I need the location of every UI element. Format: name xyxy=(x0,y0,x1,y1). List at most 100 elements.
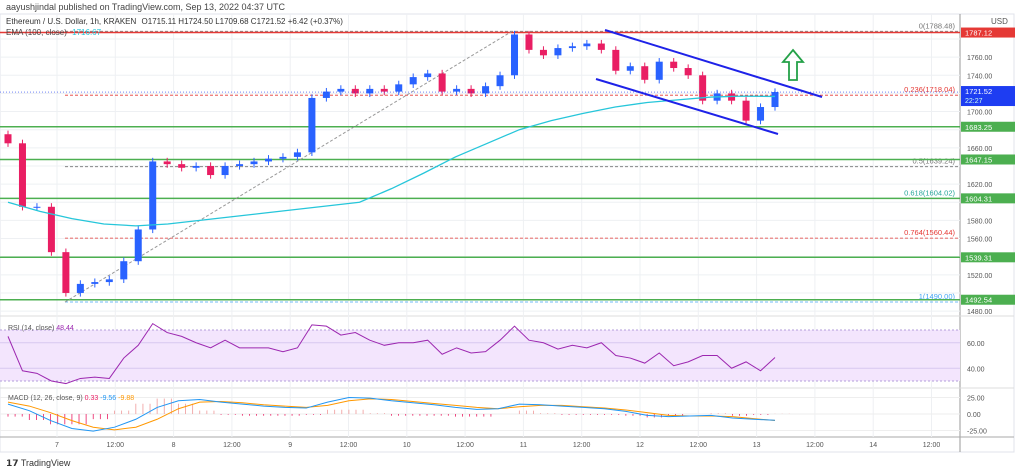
x-tick-label: 12:00 xyxy=(340,442,358,449)
y-tick-label: 1520.00 xyxy=(967,273,992,280)
candle-body xyxy=(192,165,200,168)
candle-body xyxy=(366,88,374,94)
candle-body xyxy=(207,165,215,176)
last-price-text: 1721.52 xyxy=(965,87,992,96)
ema-label: EMA (100, close) xyxy=(6,28,67,37)
x-tick-label: 10 xyxy=(403,442,411,449)
fib-level-label: 0.764(1560.44) xyxy=(904,228,955,237)
candle-body xyxy=(670,61,678,69)
fib-level-label: 0.236(1718.04) xyxy=(904,85,955,94)
macd-signal-line xyxy=(7,398,776,431)
candle-body xyxy=(453,88,461,92)
level-price-tag xyxy=(961,154,1015,165)
published-caption: aayushjindal published on TradingView.co… xyxy=(6,2,286,12)
rsi-value: 48.44 xyxy=(56,325,74,332)
tradingview-logo[interactable]: 𝟭𝟳 TradingView xyxy=(6,458,70,469)
rsi-legend: RSI (14, close) 48.44 xyxy=(8,325,74,332)
macd-tick-label: -25.00 xyxy=(967,429,987,436)
channel-lower-line xyxy=(595,78,779,135)
x-tick-label: 12:00 xyxy=(573,442,591,449)
y-tick-label: 1660.00 xyxy=(967,146,992,153)
candle-body xyxy=(33,206,41,208)
candle-body xyxy=(554,48,562,56)
candle-body xyxy=(236,164,244,166)
candle-body xyxy=(120,261,128,280)
candle-body xyxy=(76,283,84,293)
candle-body xyxy=(250,161,258,165)
ema-100-line xyxy=(7,95,776,227)
candle-body xyxy=(568,46,576,49)
candle-body xyxy=(380,88,388,92)
macd-signal-value: -9.88 xyxy=(118,395,135,402)
candle-body xyxy=(597,43,605,50)
candle-body xyxy=(424,73,432,78)
y-tick-label: 1700.00 xyxy=(967,110,992,117)
level-price-tag-text: 1492.54 xyxy=(965,296,992,305)
candle-body xyxy=(771,92,779,108)
last-price-tag xyxy=(961,86,1015,107)
candle-body xyxy=(337,88,345,92)
rsi-tick-label: 40.00 xyxy=(967,366,985,373)
candle-body xyxy=(482,86,490,94)
macd-tick-label: 25.00 xyxy=(967,396,985,403)
macd-value: -9.56 xyxy=(100,395,117,402)
x-tick-label: 12:00 xyxy=(690,442,708,449)
fib-level-label: 0(1788.48) xyxy=(919,21,956,30)
y-tick-label: 1560.00 xyxy=(967,237,992,244)
candle-body xyxy=(757,107,765,121)
tv-logo-icon: 𝟭𝟳 xyxy=(6,458,19,468)
candle-body xyxy=(612,49,620,71)
candle-body xyxy=(105,279,113,283)
candle-body xyxy=(308,97,316,153)
ohlc-values: O1715.11 H1724.50 L1709.68 C1721.52 +6.4… xyxy=(141,17,343,26)
level-price-tag-text: 1647.15 xyxy=(965,155,992,164)
candle-body xyxy=(18,143,26,207)
macd-tick-label: 0.00 xyxy=(967,412,981,419)
candle-body xyxy=(496,75,504,87)
candle-body xyxy=(134,229,142,262)
level-price-tag xyxy=(961,294,1015,305)
channel-upper-line xyxy=(604,29,823,98)
x-tick-label: 12:00 xyxy=(806,442,824,449)
ema-legend: EMA (100, close) 1716.67 xyxy=(6,28,101,37)
candle-body xyxy=(409,77,417,85)
candle-body xyxy=(293,152,301,157)
rsi-line xyxy=(7,322,776,385)
candle-body xyxy=(438,73,446,92)
x-tick-label: 12:00 xyxy=(107,442,125,449)
y-tick-label: 1620.00 xyxy=(967,182,992,189)
macd-line xyxy=(7,396,776,432)
rsi-tick-label: 60.00 xyxy=(967,341,985,348)
candle-body xyxy=(279,156,287,159)
candle-body xyxy=(91,282,99,284)
candle-body xyxy=(655,61,663,80)
chart-frame xyxy=(0,13,1015,453)
chart-legend: Ethereum / U.S. Dollar, 1h, KRAKEN O1715… xyxy=(6,17,343,26)
y-tick-label: 1580.00 xyxy=(967,218,992,225)
candle-body xyxy=(163,161,171,165)
candle-body xyxy=(149,161,157,230)
x-tick-label: 11 xyxy=(520,442,527,449)
candle-body xyxy=(47,206,55,253)
level-price-tag xyxy=(961,121,1015,132)
candle-body xyxy=(699,75,707,101)
candle-body xyxy=(742,100,750,121)
candle-body xyxy=(641,66,649,80)
level-price-tag-text: 1539.31 xyxy=(965,253,992,262)
brand-name: TradingView xyxy=(20,458,71,468)
candle-body xyxy=(178,164,186,168)
countdown-text: 22:27 xyxy=(965,98,983,105)
candle-body xyxy=(322,91,330,98)
candle-body xyxy=(264,158,272,162)
rsi-band xyxy=(0,330,960,381)
resistance-price-tag xyxy=(961,27,1015,38)
x-tick-label: 12:00 xyxy=(223,442,241,449)
candle-body xyxy=(583,43,591,47)
rsi-label: RSI (14, close) xyxy=(8,325,55,332)
ema-value: 1716.67 xyxy=(72,28,102,37)
candle-body xyxy=(62,252,70,293)
level-price-tag xyxy=(961,252,1015,263)
candle-body xyxy=(221,165,229,176)
